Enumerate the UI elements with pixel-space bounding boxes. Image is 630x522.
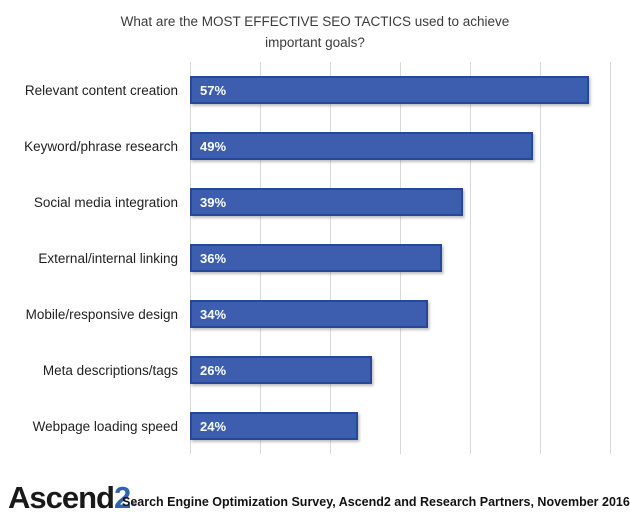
bar-row: 39% bbox=[190, 174, 610, 230]
trademark-symbol: ™ bbox=[130, 503, 138, 510]
chart-title-line2: important goals? bbox=[265, 35, 365, 50]
gridline bbox=[610, 62, 611, 454]
bar: 57% bbox=[190, 76, 589, 104]
bar: 26% bbox=[190, 356, 372, 384]
bar-value-label: 57% bbox=[200, 82, 227, 98]
bar: 49% bbox=[190, 132, 533, 160]
bar-value-label: 26% bbox=[200, 362, 227, 378]
bar-row: 24% bbox=[190, 398, 610, 454]
ascend2-logo: Ascend2™ bbox=[8, 481, 137, 522]
category-label: External/internal linking bbox=[38, 250, 178, 266]
bar: 34% bbox=[190, 300, 428, 328]
bars-area: 57% 49% 39% 36% 34% 26% 24% bbox=[190, 62, 610, 454]
chart-title: What are the MOST EFFECTIVE SEO TACTICS … bbox=[30, 11, 600, 53]
bar: 39% bbox=[190, 188, 463, 216]
category-label: Relevant content creation bbox=[24, 82, 178, 98]
bar-row: 49% bbox=[190, 118, 610, 174]
category-label: Webpage loading speed bbox=[32, 418, 178, 434]
bar-value-label: 49% bbox=[200, 138, 227, 154]
chart-title-line1: What are the MOST EFFECTIVE SEO TACTICS … bbox=[120, 14, 510, 29]
bar-value-label: 36% bbox=[200, 250, 227, 266]
bar: 36% bbox=[190, 244, 442, 272]
bar-row: 36% bbox=[190, 230, 610, 286]
category-label: Social media integration bbox=[33, 194, 178, 210]
plot-area: 57% 49% 39% 36% 34% 26% 24% bbox=[190, 62, 611, 454]
bar-row: 26% bbox=[190, 342, 610, 398]
gridline bbox=[540, 62, 541, 454]
bar: 24% bbox=[190, 412, 358, 440]
ascend2-logo-digit: 2 bbox=[113, 480, 131, 515]
source-attribution: Search Engine Optimization Survey, Ascen… bbox=[122, 495, 630, 509]
bar-row: 34% bbox=[190, 286, 610, 342]
category-label: Meta descriptions/tags bbox=[42, 362, 178, 378]
category-label: Mobile/responsive design bbox=[25, 306, 178, 322]
gridline bbox=[469, 62, 471, 454]
bar-row: 57% bbox=[190, 62, 610, 118]
category-label: Keyword/phrase research bbox=[24, 138, 178, 154]
bar-value-label: 39% bbox=[200, 194, 227, 210]
category-labels: Relevant content creation Keyword/phrase … bbox=[0, 62, 178, 454]
bar-value-label: 24% bbox=[200, 418, 227, 434]
ascend2-logo-word: Ascend bbox=[8, 480, 115, 515]
bar-value-label: 34% bbox=[200, 306, 227, 322]
